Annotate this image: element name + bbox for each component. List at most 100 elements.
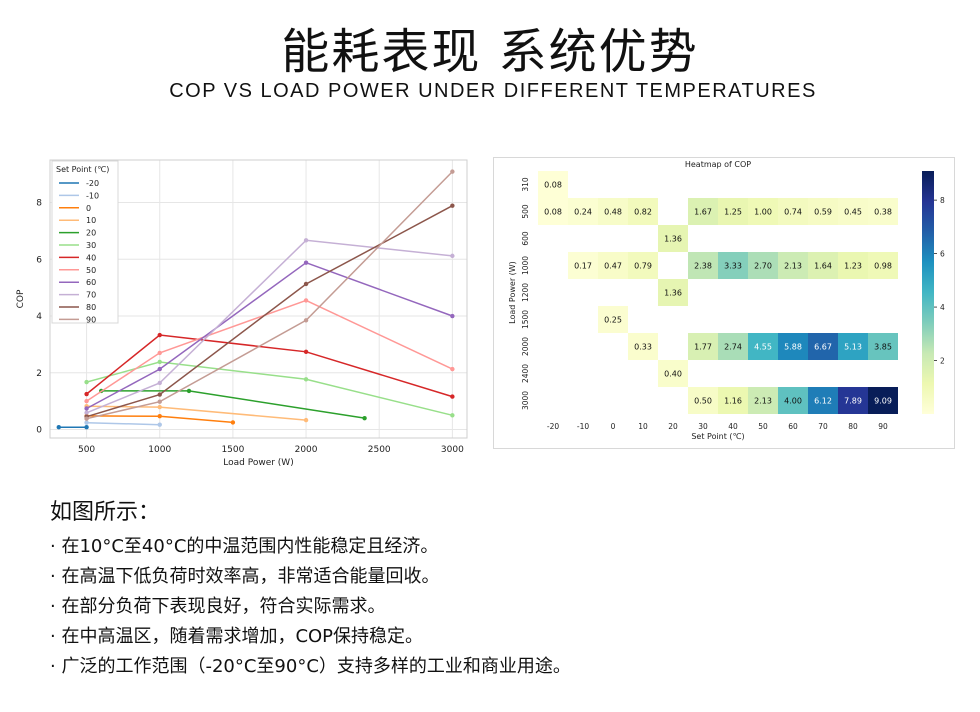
data-point-40: [84, 391, 89, 397]
heatmap-x-tick-label: 50: [758, 422, 768, 431]
heatmap-cell: [838, 198, 868, 225]
data-point-20: [186, 388, 192, 394]
colorbar: [922, 171, 934, 414]
heatmap-cell-label: 1.77: [694, 343, 712, 352]
series-line--10: [86, 421, 160, 426]
heatmap-y-tick-label: 310: [521, 177, 530, 192]
data-point-10: [157, 404, 162, 410]
legend-label--10: -10: [86, 191, 99, 200]
data-point-70: [303, 238, 309, 243]
heatmap-cell: [808, 333, 838, 360]
heatmap-y-tick-label: 3000: [521, 391, 530, 410]
heatmap-y-axis-label: Load Power (W): [508, 261, 517, 324]
heatmap-y-tick-label: 1200: [521, 283, 530, 302]
y-tick-label: 4: [36, 312, 42, 322]
heatmap-x-axis-label: Set Point (℃): [691, 432, 744, 441]
heatmap-cell-label: 4.55: [754, 343, 772, 352]
heatmap-y-tick-label: 2000: [521, 337, 530, 356]
legend-label-80: 80: [86, 303, 96, 312]
data-point-80: [303, 281, 309, 287]
data-point-90: [157, 399, 162, 404]
heatmap-cell-label: 0.59: [814, 208, 832, 217]
x-axis-label: Load Power (W): [223, 458, 293, 468]
data-point-60: [157, 366, 162, 372]
data-point--20: [56, 425, 61, 430]
heatmap-cell: [778, 252, 808, 279]
heatmap-y-tick-label: 600: [521, 231, 530, 246]
heatmap-x-tick-label: -20: [547, 422, 559, 431]
data-point-60: [450, 313, 455, 319]
heatmap-cell: [718, 387, 748, 414]
data-point-30: [157, 359, 162, 365]
heatmap-y-tick-label: 500: [521, 204, 530, 219]
heatmap-cell: [598, 252, 628, 279]
cop-heatmap-panel: Heatmap of COP 0.08 0.08 0.24 0.48 0.82 1.67 1.…: [493, 157, 955, 449]
heatmap-cell-label: 7.89: [844, 397, 862, 406]
plot-frame: [49, 159, 468, 439]
heatmap-cell: [658, 360, 688, 387]
heatmap-cell-label: 0.17: [574, 262, 592, 271]
data-point-80: [450, 203, 455, 208]
heatmap-cell: [718, 252, 748, 279]
heatmap-cell: [598, 198, 628, 225]
legend-box: [51, 160, 119, 324]
data-point-20: [362, 415, 367, 421]
data-point-10: [303, 417, 309, 423]
heatmap-x-tick-label: 40: [728, 422, 738, 431]
heatmap-cell: [838, 333, 868, 360]
series-line-30: [86, 361, 453, 417]
heatmap-x-tick-label: 0: [611, 422, 616, 431]
heatmap-cell-label: 1.00: [754, 208, 772, 217]
data-point-40: [157, 332, 162, 338]
notes-heading: 如图所示：: [50, 500, 161, 525]
page-subtitle: COP VS LOAD POWER UNDER DIFFERENT TEMPER…: [169, 80, 817, 102]
heatmap-cell: [688, 198, 718, 225]
legend-label-30: 30: [86, 241, 96, 250]
data-point--10: [157, 422, 162, 427]
cop-line-chart-panel: 500 1000 1500 2000 2500 3000 0 2 4 6 8 Load Power (…: [6, 150, 481, 468]
heatmap-cell-label: 1.23: [844, 262, 862, 271]
heatmap-cell: [688, 387, 718, 414]
heatmap-y-tick-label: 1500: [521, 310, 530, 329]
data-point-30: [303, 377, 309, 382]
series-line-90: [86, 171, 453, 420]
heatmap-cell: [838, 252, 868, 279]
heatmap-cell-label: 0.08: [544, 181, 562, 190]
cop-heatmap: Heatmap of COP 0.08 0.08 0.24 0.48 0.82 1.67 1.…: [508, 160, 945, 441]
heatmap-cell-label: 2.38: [694, 262, 712, 271]
heatmap-cell: [778, 387, 808, 414]
legend-label-20: 20: [86, 229, 96, 238]
heatmap-x-tick-label: 20: [668, 422, 678, 431]
data-point-30: [450, 413, 455, 418]
heatmap-cell: [868, 333, 898, 360]
data-point-40: [303, 349, 309, 354]
colorbar-tick-label: 2: [940, 357, 945, 366]
note-bullet: · 在10°C至40°C的中温范围内性能稳定且经济。: [50, 536, 439, 557]
legend-label-10: 10: [86, 216, 96, 225]
heatmap-y-tick-label: 1000: [521, 256, 530, 275]
x-tick-label: 1000: [148, 445, 171, 455]
heatmap-cell: [868, 198, 898, 225]
heatmap-cell-label: 0.48: [604, 208, 622, 217]
heatmap-cell: [598, 306, 628, 333]
legend-title: Set Point (℃): [56, 165, 109, 174]
series-line-70: [86, 239, 453, 414]
heatmap-cell-label: 2.13: [784, 262, 802, 271]
heatmap-cell: [628, 252, 658, 279]
data-point-60: [84, 406, 89, 411]
data-point-50: [303, 298, 309, 303]
x-tick-label: 2000: [295, 445, 318, 455]
note-bullet: · 广泛的工作范围（-20°C至90°C）支持多样的工业和商业用途。: [50, 656, 571, 677]
heatmap-cell-label: 0.79: [634, 262, 652, 271]
x-tick-label: 3000: [441, 445, 464, 455]
legend-label--20: -20: [86, 179, 99, 188]
heatmap-x-tick-label: 30: [698, 422, 708, 431]
heatmap-cell-label: 6.67: [814, 343, 832, 352]
heatmap-cell-label: 5.13: [844, 343, 862, 352]
y-tick-label: 0: [36, 425, 42, 435]
heatmap-cell: [778, 333, 808, 360]
data-point-70: [84, 410, 89, 415]
heatmap-cell: [688, 252, 718, 279]
heatmap-cell-label: 0.82: [634, 208, 652, 217]
heatmap-cell-label: 0.25: [604, 316, 622, 325]
